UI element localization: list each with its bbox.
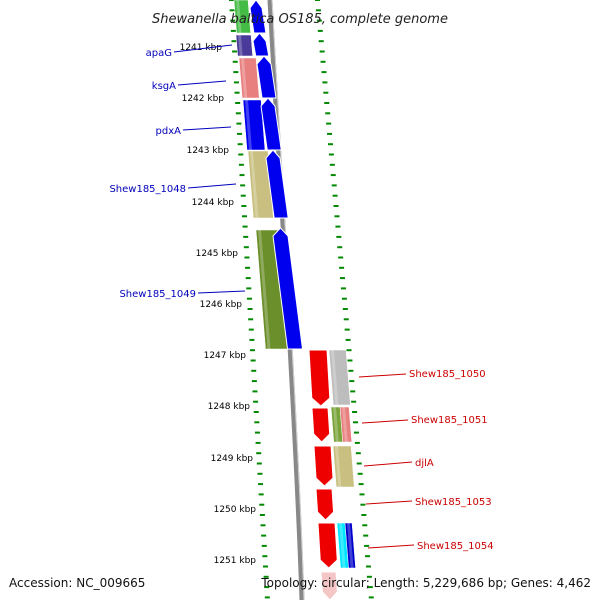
shew185-1050-cog [328,349,351,406]
kbp-label: 1245 kbp [196,249,239,259]
kbp-label: 1244 kbp [192,198,235,208]
gene-label-right: Shew185_1051 [411,415,488,426]
reverse-gene-arrow [313,445,334,487]
ksgA-block-highlight [241,58,248,98]
gene-label-leader [182,126,232,131]
kbp-label: 1249 kbp [211,454,254,464]
kbp-label: 1246 kbp [200,300,243,310]
gene-label-left: pdxA [156,126,182,137]
forward-gene-arrow [252,32,270,57]
gene-label-leader [173,44,233,53]
shew185-1051-cog-b [339,406,353,443]
shew185-1054-cog-a-highlight [339,523,346,568]
djlA-cog [332,445,355,488]
gene-label-leader [365,500,413,505]
gene-label-left: Shew185_1049 [119,289,196,300]
gene-label-leader [177,80,227,86]
gene-label-leader [187,183,237,189]
reverse-gene-arrow [311,407,331,443]
tick-track-left [229,0,270,599]
pdxA-block [242,99,266,151]
genome-title: Shewanella baltica OS185, complete genom… [152,12,448,27]
gene-label-right: Shew185_1054 [417,541,494,552]
reverse-gene-arrow [317,522,338,569]
kbp-label: 1243 kbp [187,146,230,156]
gene-label-right: Shew185_1053 [415,497,492,508]
genome-summary-text: Topology: circular; Length: 5,229,686 bp… [260,576,591,590]
pdxA-block-highlight [245,100,252,150]
shew185-1051-cog-highlight [333,407,339,442]
gene-label-leader [367,544,415,549]
gene-label-right: Shew185_1050 [409,369,486,380]
gene-labels: apaG ksgA pdxA Shew185_1048 Shew185_1049 Shew… [109,44,494,552]
shew185-1054-cog-b [344,522,356,569]
tick-track-right [315,0,374,599]
shew185-1049-block-highlight [258,230,271,349]
feature-blocks [233,0,356,569]
kbp-label: 1242 kbp [182,94,225,104]
green-block-highlight [236,0,242,33]
apaG-block-highlight [238,35,243,56]
gene-label-leader [363,461,413,467]
gene-label-left: apaG [146,48,172,59]
gene-label-leader [361,419,409,424]
reverse-gene-arrow [320,571,338,600]
green-block [233,0,251,34]
djlA-cog-highlight [335,446,342,487]
shew185-1050-cog-highlight [331,350,339,405]
forward-gene-arrow [260,97,282,151]
gene-arrows [249,0,338,600]
reverse-gene-arrow [315,488,335,521]
gene-label-leader [197,290,246,294]
forward-gene-arrow [272,227,304,350]
shew185-1048-block-highlight [250,151,259,218]
shew185-1054-cog-b-highlight [347,523,354,568]
gene-label-left: Shew185_1048 [109,184,186,195]
kbp-label: 1251 kbp [214,556,257,566]
gene-label-left: ksgA [152,81,176,92]
kbp-label: 1247 kbp [204,351,247,361]
gene-label-leader [358,373,407,378]
apaG-block [235,34,253,57]
shew185-1051-cog-b-highlight [342,407,348,442]
kbp-scale-labels: 1241 kbp 1242 kbp 1243 kbp 1244 kbp 1245 kbp… [180,43,257,566]
ksgA-block [238,57,260,99]
accession-text: Accession: NC_009665 [9,576,145,590]
kbp-label: 1241 kbp [180,43,223,53]
reverse-gene-arrow [308,349,331,407]
forward-gene-arrow [265,149,289,219]
gene-label-right: djlA [415,458,434,469]
kbp-label: 1248 kbp [208,402,251,412]
forward-gene-arrow [256,55,277,99]
kbp-label: 1250 kbp [214,505,257,515]
